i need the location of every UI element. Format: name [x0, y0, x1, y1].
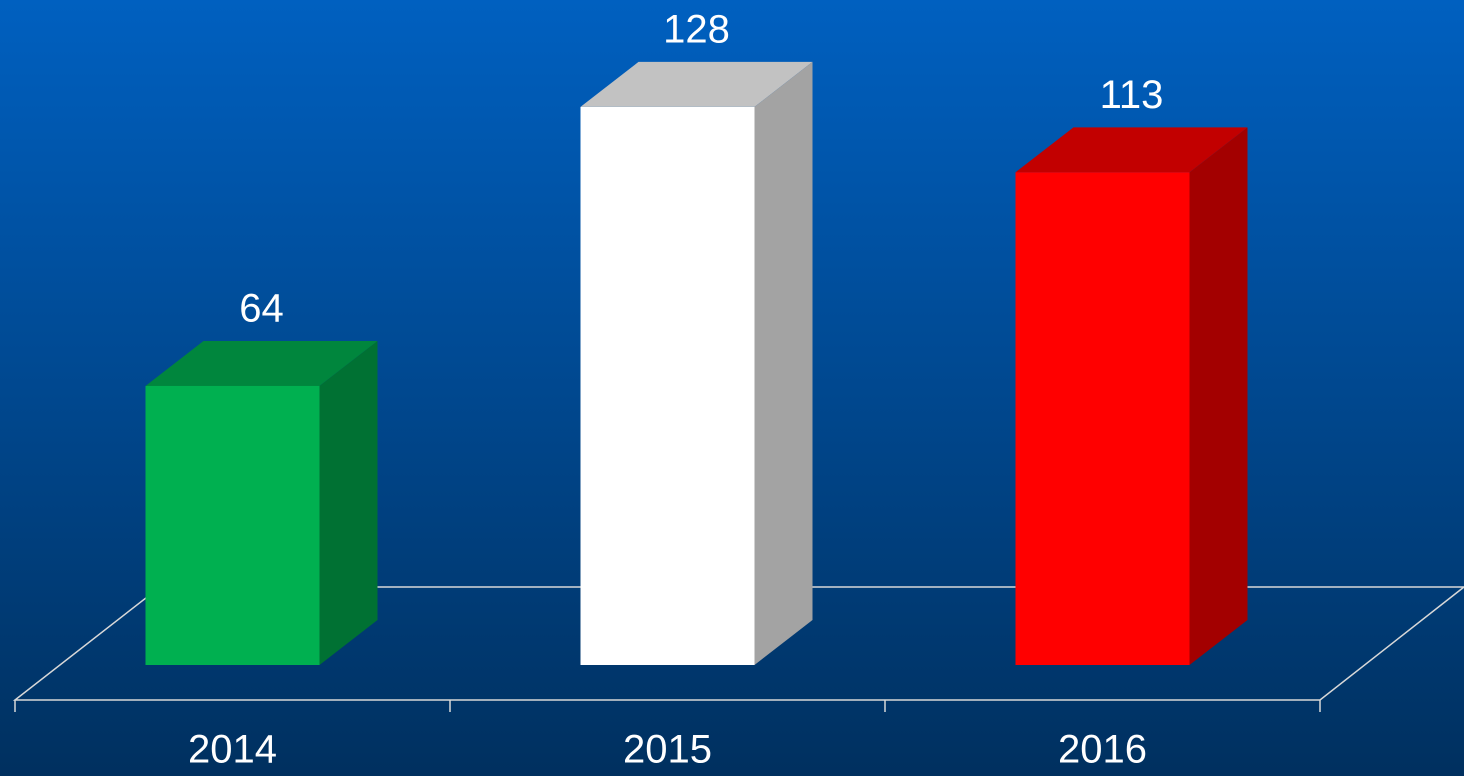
bar-top	[1015, 127, 1248, 173]
value-label: 113	[1100, 73, 1164, 117]
bar-front	[145, 385, 320, 665]
bar	[580, 61, 813, 666]
bar	[145, 340, 378, 665]
bar-side	[754, 61, 813, 666]
x-tick-label: 2016	[1058, 728, 1147, 772]
bar-side	[1189, 127, 1248, 665]
bar-side	[319, 340, 378, 665]
value-label: 64	[239, 287, 284, 331]
bar-top	[580, 61, 813, 107]
value-label: 128	[663, 7, 730, 51]
x-tick-label: 2015	[623, 728, 712, 772]
bar-front	[580, 106, 755, 666]
bar-top	[145, 340, 378, 386]
x-tick-label: 2014	[188, 728, 277, 772]
bar-front	[1015, 172, 1190, 665]
bar	[1015, 127, 1248, 665]
